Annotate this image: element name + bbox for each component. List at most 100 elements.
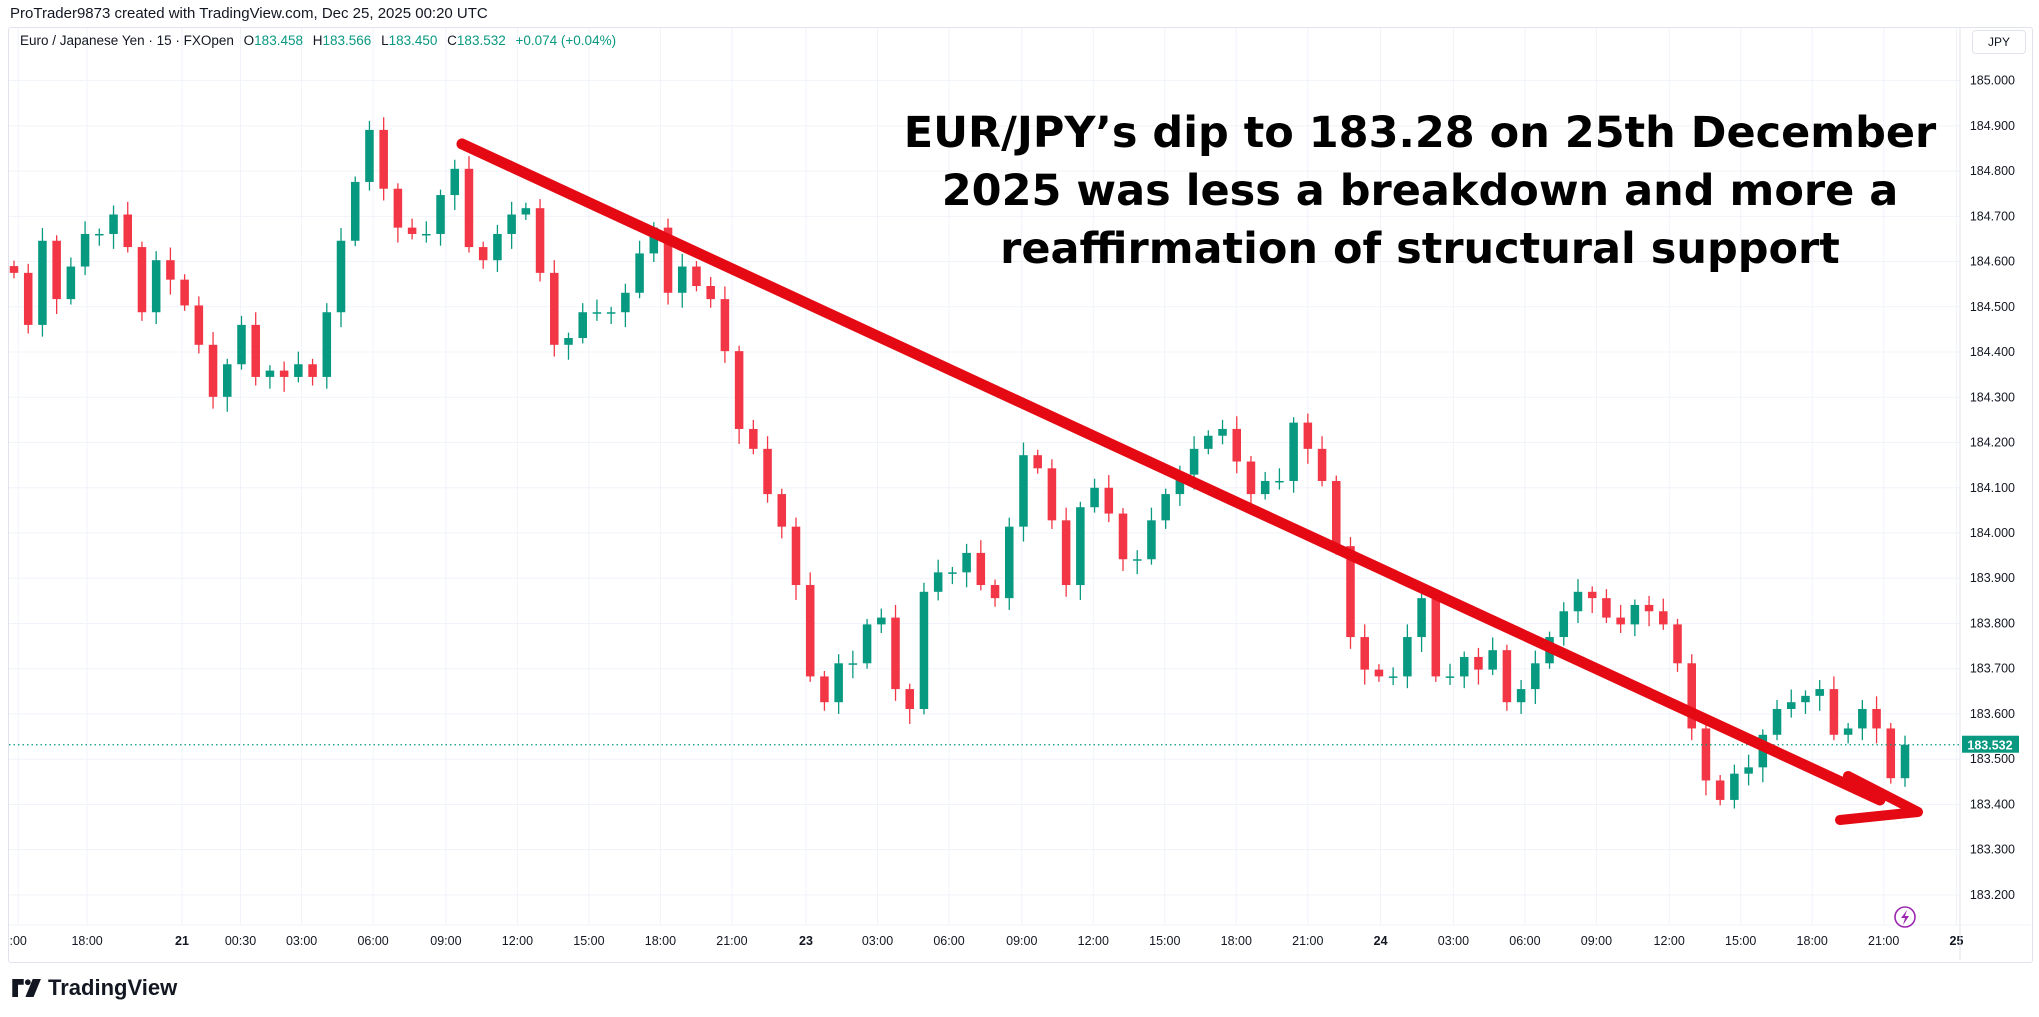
candle-body[interactable] xyxy=(877,617,886,625)
candle-body[interactable] xyxy=(1004,526,1014,599)
candle-body[interactable] xyxy=(621,292,630,313)
candle-body[interactable] xyxy=(1900,744,1910,779)
candle-body[interactable] xyxy=(251,324,260,377)
candle-body[interactable] xyxy=(365,129,374,182)
candle-body[interactable] xyxy=(635,253,644,293)
candle-body[interactable] xyxy=(1616,617,1625,625)
candle-body[interactable] xyxy=(976,552,986,586)
candle-body[interactable] xyxy=(237,324,246,365)
candle-body[interactable] xyxy=(208,344,218,397)
candle-body[interactable] xyxy=(1033,455,1042,469)
candle-body[interactable] xyxy=(749,428,758,449)
candle-body[interactable] xyxy=(393,188,403,228)
candle-body[interactable] xyxy=(550,272,559,345)
candle-body[interactable] xyxy=(1786,702,1796,709)
candle-body[interactable] xyxy=(336,240,346,313)
candle-body[interactable] xyxy=(592,312,602,314)
candle-body[interactable] xyxy=(1829,689,1839,735)
candle-body[interactable] xyxy=(1474,656,1483,670)
candle-body[interactable] xyxy=(23,272,33,325)
candle-body[interactable] xyxy=(123,214,133,248)
candle-body[interactable] xyxy=(905,689,915,709)
candle-body[interactable] xyxy=(151,260,161,313)
candle-body[interactable] xyxy=(1587,591,1597,599)
candle-body[interactable] xyxy=(1076,507,1085,586)
candle-body[interactable] xyxy=(166,260,175,280)
candle-body[interactable] xyxy=(1445,676,1455,678)
candle-body[interactable] xyxy=(1843,728,1853,735)
candle-body[interactable] xyxy=(1175,474,1185,495)
candle-body[interactable] xyxy=(1516,689,1526,703)
candle-body[interactable] xyxy=(1573,591,1583,612)
candle-body[interactable] xyxy=(407,227,417,234)
candle-body[interactable] xyxy=(1502,650,1512,703)
candle-body[interactable] xyxy=(1531,663,1540,690)
candle-body[interactable] xyxy=(493,233,502,261)
candle-body[interactable] xyxy=(734,351,744,429)
candle-body[interactable] xyxy=(1417,598,1426,638)
candle-body[interactable] xyxy=(308,364,317,377)
candle-body[interactable] xyxy=(1246,461,1256,495)
candle-body[interactable] xyxy=(848,663,858,665)
candle-body[interactable] xyxy=(521,208,531,215)
candle-body[interactable] xyxy=(1289,422,1298,481)
candle-body[interactable] xyxy=(1118,513,1128,560)
candle-body[interactable] xyxy=(1673,624,1682,664)
candle-body[interactable] xyxy=(535,208,545,273)
candle-body[interactable] xyxy=(706,285,715,300)
candle-body[interactable] xyxy=(1602,598,1611,618)
candle-body[interactable] xyxy=(109,214,118,234)
candle-body[interactable] xyxy=(1232,428,1242,462)
candle-body[interactable] xyxy=(223,364,232,397)
candle-body[interactable] xyxy=(1630,604,1640,625)
candle-body[interactable] xyxy=(1559,611,1569,638)
currency-button[interactable]: JPY xyxy=(1972,30,2026,54)
candle-body[interactable] xyxy=(1431,598,1441,677)
candle-body[interactable] xyxy=(322,312,332,377)
candle-body[interactable] xyxy=(919,591,929,709)
candle-body[interactable] xyxy=(66,266,76,300)
candle-body[interactable] xyxy=(1701,728,1711,781)
candle-body[interactable] xyxy=(350,181,360,241)
candle-body[interactable] xyxy=(1459,656,1469,677)
candle-body[interactable] xyxy=(578,312,587,339)
candle-body[interactable] xyxy=(763,448,772,495)
candle-body[interactable] xyxy=(265,370,275,377)
candle-body[interactable] xyxy=(820,676,829,703)
candle-body[interactable] xyxy=(422,233,431,236)
symbol-title[interactable]: Euro / Japanese Yen · 15 · FXOpen xyxy=(20,33,234,48)
candle-body[interactable] xyxy=(1801,695,1810,703)
candle-body[interactable] xyxy=(38,240,47,325)
candle-body[interactable] xyxy=(891,617,900,690)
candle-body[interactable] xyxy=(948,572,957,574)
candle-body[interactable] xyxy=(379,129,388,189)
candle-body[interactable] xyxy=(52,240,61,300)
candle-body[interactable] xyxy=(933,572,943,592)
candle-body[interactable] xyxy=(1488,650,1497,670)
candle-body[interactable] xyxy=(9,266,19,273)
candle-body[interactable] xyxy=(137,247,147,313)
candle-body[interactable] xyxy=(777,494,787,527)
candle-body[interactable] xyxy=(1019,455,1028,527)
candle-body[interactable] xyxy=(1260,480,1270,495)
candle-body[interactable] xyxy=(1218,428,1227,436)
candle-body[interactable] xyxy=(450,168,460,196)
candle-body[interactable] xyxy=(1332,480,1341,547)
candle-body[interactable] xyxy=(180,279,189,306)
candle-body[interactable] xyxy=(1204,435,1213,449)
candle-body[interactable] xyxy=(692,266,701,286)
candle-body[interactable] xyxy=(1303,422,1313,449)
candle-body[interactable] xyxy=(1090,487,1099,508)
candle-body[interactable] xyxy=(962,552,971,573)
candle-body[interactable] xyxy=(1374,669,1384,677)
candle-body[interactable] xyxy=(1388,676,1398,678)
candle-body[interactable] xyxy=(1346,546,1355,638)
candle-body[interactable] xyxy=(1317,448,1327,481)
candle-body[interactable] xyxy=(1815,689,1824,696)
candle-body[interactable] xyxy=(1772,708,1782,735)
candle-body[interactable] xyxy=(1147,520,1156,560)
candle-body[interactable] xyxy=(1403,637,1412,677)
candle-body[interactable] xyxy=(80,233,90,267)
candle-body[interactable] xyxy=(663,227,673,293)
candle-body[interactable] xyxy=(862,624,872,664)
